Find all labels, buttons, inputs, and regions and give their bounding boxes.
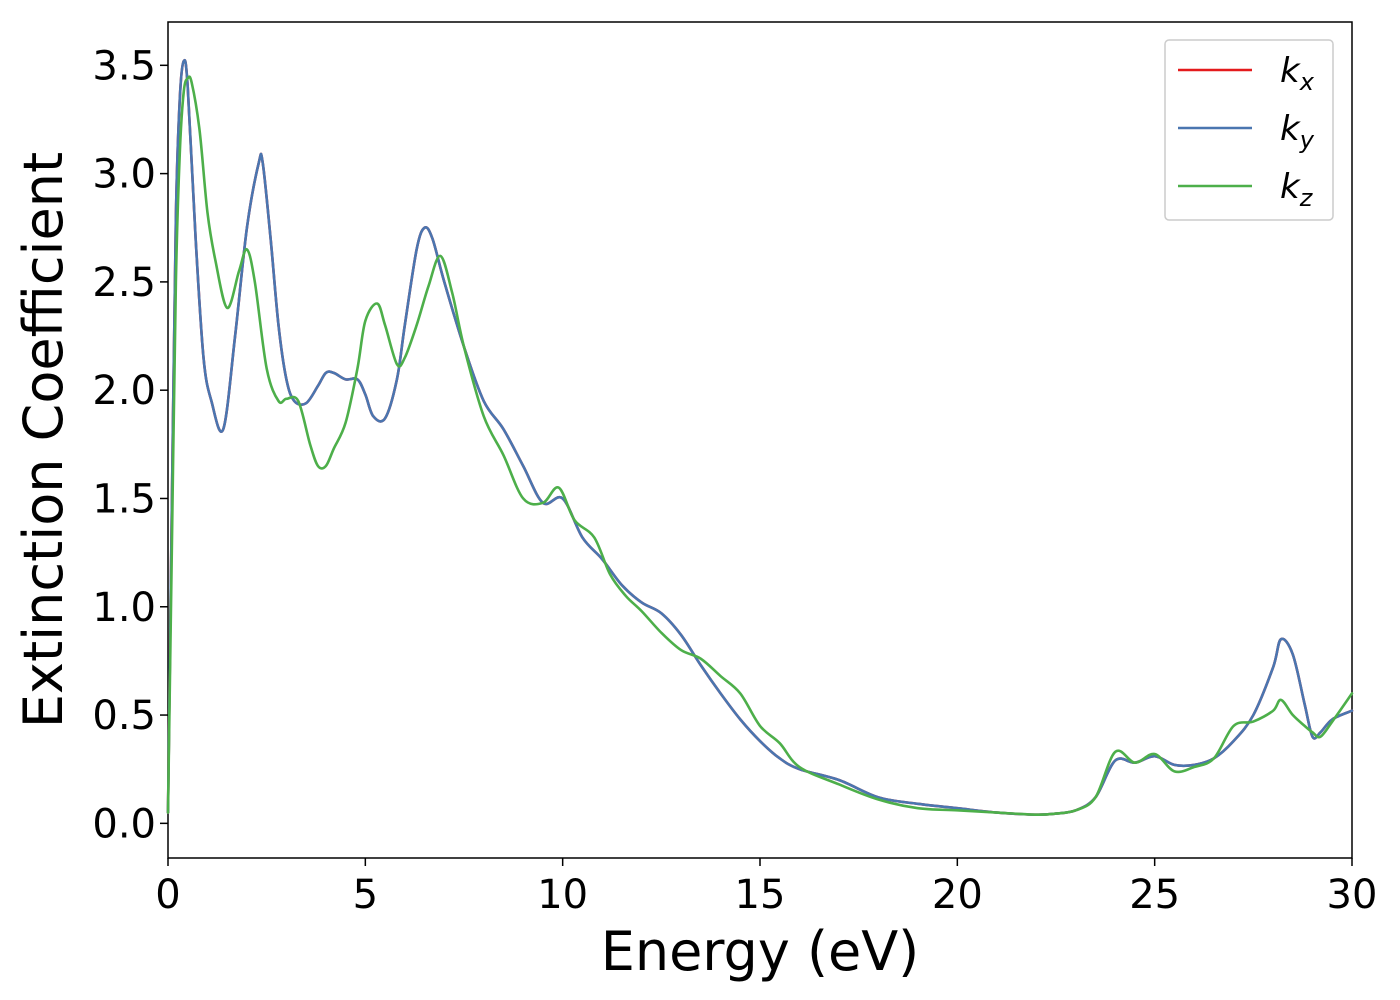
legend-label-ky: ky (1280, 109, 1315, 154)
y-tick-label: 0.0 (92, 801, 156, 847)
x-tick-label: 10 (537, 872, 588, 918)
legend-label-subscript: y (1299, 126, 1315, 154)
y-tick-label: 2.0 (92, 368, 156, 414)
y-axis: 0.0 0.5 1.0 1.5 2.0 2.5 3.0 3.5 (92, 43, 168, 847)
x-axis-title: Energy (eV) (601, 920, 920, 983)
series-layer (166, 58, 1354, 817)
series-line-ky (166, 58, 1354, 817)
legend-box (1164, 39, 1334, 221)
y-axis-title: Extinction Coefficient (12, 152, 75, 728)
y-tick-label: 0.5 (92, 693, 156, 739)
legend-label-main: k (1280, 167, 1301, 207)
plot-area (166, 21, 1354, 859)
plot-frame (167, 21, 1353, 859)
legend-label-main: k (1280, 51, 1301, 91)
legend-label-kz: kz (1280, 167, 1314, 212)
y-tick-label: 1.5 (92, 476, 156, 522)
y-tick-label: 3.0 (92, 152, 156, 198)
x-tick-label: 5 (353, 872, 378, 918)
x-axis: 0 5 10 15 20 25 30 (155, 858, 1377, 918)
y-tick-label: 3.5 (92, 43, 156, 89)
x-tick-label: 20 (932, 872, 983, 918)
x-tick-label: 25 (1129, 872, 1180, 918)
y-tick-label: 1.0 (92, 585, 156, 631)
series-line-kz (166, 75, 1354, 817)
x-tick-label: 0 (155, 872, 180, 918)
x-tick-label: 15 (735, 872, 786, 918)
legend-label-subscript: x (1299, 68, 1315, 96)
x-tick-label: 30 (1327, 872, 1378, 918)
legend-label-main: k (1280, 109, 1301, 149)
y-tick-label: 2.5 (92, 260, 156, 306)
legend-label-kx: kx (1280, 51, 1315, 96)
legend-label-subscript: z (1299, 184, 1314, 212)
